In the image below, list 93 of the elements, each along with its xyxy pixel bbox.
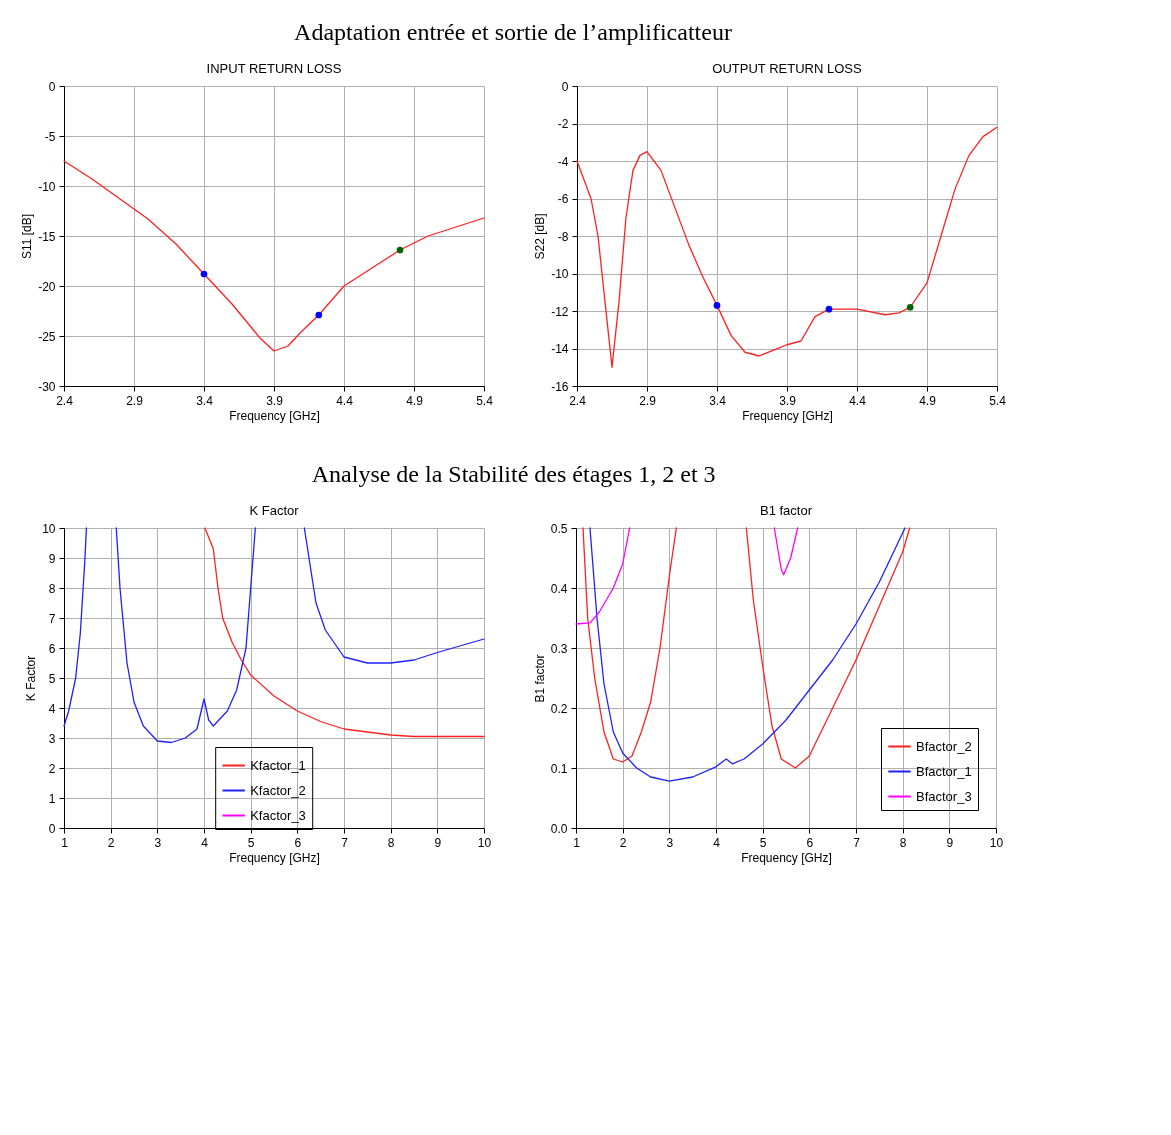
x-tick-label: 1 (61, 835, 69, 850)
y-axis-title: K Factor (24, 655, 39, 702)
x-tick-label: 5.4 (989, 393, 1007, 408)
x-tick-label: 10 (989, 835, 1004, 850)
x-axis-title: Frequency [GHz] (229, 850, 320, 865)
chart-title: K Factor (249, 503, 300, 518)
y-tick-label: -30 (38, 379, 56, 394)
y-tick-label: 0.5 (550, 521, 568, 536)
text: Analyse de la Stabilité des étages 1, 2 et 3 (311, 460, 716, 487)
y-tick-label: 0 (48, 821, 56, 836)
y-tick-label: 8 (48, 581, 56, 596)
y-tick-label: -10 (38, 179, 56, 194)
x-tick-label: 2.4 (569, 393, 587, 408)
y-tick-label: 0 (48, 79, 56, 94)
y-tick-label: 3 (48, 731, 56, 746)
x-tick-label: 3.4 (709, 393, 727, 408)
line-series (204, 527, 485, 738)
x-tick-label: 7 (341, 835, 349, 850)
x-tick-label: 2 (619, 835, 627, 850)
legend-label: Kfactor_2 (250, 782, 306, 798)
point (396, 246, 404, 254)
x-tick-label: 3.4 (196, 393, 214, 408)
x-tick-label: 3 (666, 835, 674, 850)
y-tick-label: -25 (38, 329, 56, 344)
y-tick-label: -4 (557, 154, 569, 169)
x-tick-label: 2.9 (126, 393, 144, 408)
legend-label: Kfactor_3 (250, 807, 306, 823)
y-tick-label: 0 (561, 79, 569, 94)
x-tick-label: 10 (477, 835, 492, 850)
x-tick-label: 5.4 (476, 393, 494, 408)
x-tick-label: 5 (759, 835, 767, 850)
y-tick-label: 9 (48, 551, 56, 566)
x-tick-label: 9 (434, 835, 442, 850)
y-tick-label: 7 (48, 611, 56, 626)
y-tick-label: 2 (48, 761, 56, 776)
y-tick-label: 5 (48, 671, 56, 686)
x-tick-label: 3.9 (266, 393, 284, 408)
point (200, 270, 208, 278)
point (315, 311, 323, 319)
y-tick-label: -8 (557, 229, 569, 244)
x-axis-title: Frequency [GHz] (229, 408, 320, 423)
y-axis-title: S22 [dB] (533, 213, 548, 260)
x-tick-label: 2 (107, 835, 115, 850)
y-tick-label: -2 (557, 117, 569, 131)
y-axis-title: B1 factor (532, 654, 547, 703)
x-tick-label: 4.4 (849, 393, 867, 408)
legend-label: Bfactor_2 (916, 738, 972, 754)
x-tick-label: 2.4 (56, 393, 74, 408)
y-tick-label: 10 (42, 521, 56, 536)
y-tick-label: -5 (44, 129, 56, 144)
y-tick-label: 6 (48, 641, 56, 656)
y-tick-label: 0.4 (550, 581, 568, 596)
y-tick-label: 1 (48, 791, 56, 806)
legend-label: Bfactor_1 (916, 763, 972, 779)
x-tick-label: 4.9 (919, 393, 937, 408)
line-series (63, 160, 485, 352)
x-axis-title: Frequency [GHz] (742, 408, 833, 423)
text: Adaptation entrée et sortie de l’amplificatteur (294, 18, 732, 45)
legend-label: Bfactor_3 (916, 788, 972, 804)
x-tick-label: 7 (853, 835, 861, 850)
y-axis-title: S11 [dB] (20, 213, 35, 260)
x-tick-label: 4 (713, 835, 721, 850)
x-tick-label: 6 (294, 835, 302, 850)
x-tick-label: 6 (806, 835, 814, 850)
chart-title: OUTPUT RETURN LOSS (712, 61, 862, 76)
line-series (576, 126, 998, 368)
y-tick-label: -20 (38, 279, 56, 294)
y-tick-label: 0.3 (550, 641, 568, 656)
y-tick-label: 0.2 (550, 701, 568, 716)
chart-title: INPUT RETURN LOSS (206, 61, 342, 76)
x-axis-title: Frequency [GHz] (741, 850, 832, 865)
y-tick-label: 4 (48, 701, 56, 716)
x-tick-label: 5 (247, 835, 255, 850)
x-tick-label: 8 (387, 835, 395, 850)
x-tick-label: 4.4 (336, 393, 354, 408)
x-tick-label: 3.9 (779, 393, 797, 408)
y-tick-label: 0.1 (550, 761, 568, 776)
x-tick-label: 4 (201, 835, 209, 850)
x-tick-label: 1 (573, 835, 581, 850)
y-tick-label: -15 (38, 229, 56, 244)
chart-title: B1 factor (759, 503, 813, 518)
y-tick-label: 0.0 (550, 821, 568, 836)
y-tick-label: -16 (551, 379, 569, 394)
y-tick-label: -14 (551, 342, 569, 356)
x-tick-label: 4.9 (406, 393, 424, 408)
y-tick-label: -12 (551, 304, 569, 319)
x-tick-label: 8 (899, 835, 907, 850)
x-tick-label: 3 (154, 835, 162, 850)
x-tick-label: 2.9 (639, 393, 657, 408)
y-tick-label: -6 (557, 192, 569, 206)
x-tick-label: 9 (946, 835, 954, 850)
legend-label: Kfactor_1 (250, 757, 306, 773)
y-tick-label: -10 (551, 267, 569, 281)
